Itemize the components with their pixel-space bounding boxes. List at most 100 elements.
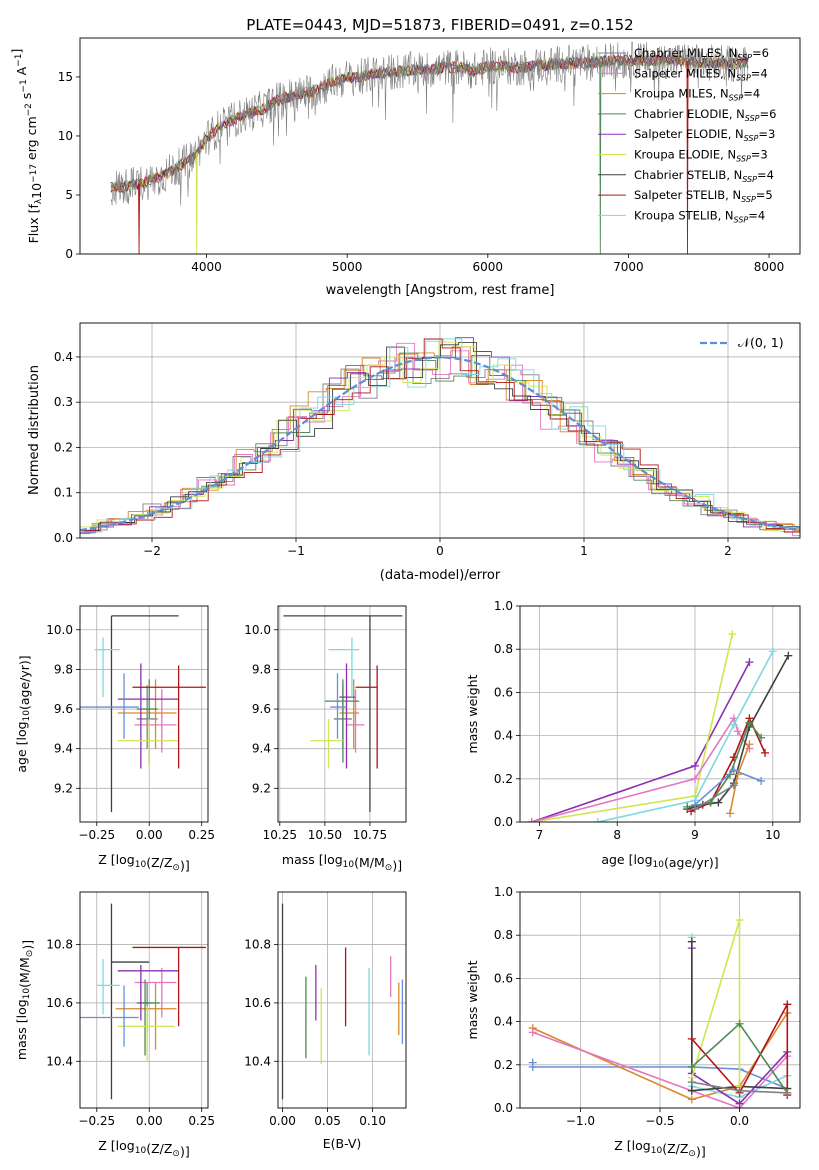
series-line-5 [531, 633, 734, 822]
data-point-marker [691, 774, 699, 783]
y-tick-label: 5 [65, 188, 73, 202]
data-point-marker [726, 809, 734, 818]
histogram-series-1 [80, 342, 800, 537]
legend-entry: 𝒩(0, 1) [738, 335, 784, 350]
y-tick-label: 0.6 [494, 971, 513, 985]
spectrum-spike [686, 60, 689, 254]
y-axis-label: mass weight [465, 960, 480, 1039]
plot-area [80, 903, 206, 1100]
x-axis-label: wavelength [Angstrom, rest frame] [326, 283, 555, 298]
panel-mass_vs_ebv: 0.00 0.05 0.10 10.4 10.6 10.8 E(B-V) [244, 891, 407, 1151]
x-tick-label: −0.25 [78, 1114, 115, 1128]
data-point-marker [728, 630, 737, 639]
y-axis-label: mass [log10(M/M⊙)] [14, 940, 35, 1060]
legend-entry: Salpeter MILES, NSSP=4 [634, 66, 768, 82]
x-tick-label: 0 [436, 544, 444, 558]
x-tick-label: 1 [580, 544, 588, 558]
data-point-marker [729, 766, 738, 775]
y-tick-label: 0.4 [494, 1015, 513, 1029]
data-point-marker [735, 916, 744, 925]
x-tick-label: 4000 [191, 260, 222, 274]
y-tick-label: 10.8 [244, 938, 271, 952]
y-tick-label: 9.6 [54, 702, 73, 716]
data-point-marker [687, 1062, 696, 1071]
y-tick-label: 9.8 [252, 662, 271, 676]
data-point-marker [687, 1078, 696, 1087]
x-tick-label: 7000 [613, 260, 644, 274]
x-tick-label: 0.25 [188, 1114, 215, 1128]
histogram-series-6 [80, 341, 800, 532]
data-point-marker [691, 761, 699, 770]
x-tick-label: −1.0 [566, 1114, 595, 1128]
legend-entry: Chabrier MILES, NSSP=6 [634, 46, 769, 62]
data-point-marker [745, 740, 754, 749]
series-line-1 [532, 1031, 788, 1108]
legend-entry: Kroupa STELIB, NSSP=4 [634, 208, 765, 224]
y-tick-label: 9.2 [252, 781, 271, 795]
data-point-marker [593, 818, 602, 822]
x-tick-label: 7 [536, 828, 544, 842]
y-axis-label: mass weight [465, 674, 480, 753]
data-point-marker [729, 781, 738, 790]
plot-area [80, 615, 206, 813]
axes-frame [277, 605, 407, 823]
data-point-marker [729, 720, 738, 729]
data-point-marker [783, 1000, 792, 1009]
plot-area [80, 337, 800, 537]
x-axis-label: mass [log10(M/M⊙)] [282, 852, 402, 873]
x-tick-label: −2 [143, 544, 161, 558]
axes-frame [79, 891, 209, 1109]
data-point-marker [735, 1019, 744, 1028]
y-tick-label: 10.4 [244, 1054, 271, 1068]
panel-age_vs_mass: 10.25 10.50 10.75 9.2 9.4 9.6 9.8 10.0 mass [log… [244, 605, 407, 873]
x-tick-label: 10.25 [263, 828, 297, 842]
x-tick-label: 0.00 [136, 828, 163, 842]
x-tick-label: 0.10 [359, 1114, 386, 1128]
histogram-series-2 [80, 346, 800, 532]
y-tick-label: 1.0 [494, 599, 513, 613]
y-tick-label: 0.0 [54, 531, 73, 545]
x-tick-label: 8000 [754, 260, 785, 274]
histogram-series-3 [80, 352, 800, 532]
spectrum-spike [599, 61, 602, 254]
y-tick-label: 9.4 [252, 742, 271, 756]
y-tick-label: 10.8 [46, 938, 73, 952]
plot-area [110, 41, 749, 254]
data-point-marker [757, 733, 766, 742]
data-point-marker [683, 802, 692, 811]
legend-entry: Chabrier ELODIE, NSSP=6 [634, 107, 776, 123]
x-tick-label: 0.25 [188, 828, 215, 842]
data-point-marker [768, 647, 777, 656]
y-tick-label: 0.6 [494, 685, 513, 699]
y-tick-label: 0.0 [494, 1101, 513, 1115]
x-tick-label: 5000 [332, 260, 363, 274]
y-tick-label: 0.2 [494, 772, 513, 786]
y-axis-label: Normed distribution [27, 365, 42, 495]
panel-spectrum: 4000 5000 6000 7000 8000 0 5 10 15 Chabrier MILES… [9, 37, 801, 298]
x-tick-label: 10.50 [308, 828, 342, 842]
y-tick-label: 10.0 [244, 623, 271, 637]
y-tick-label: 0.1 [54, 486, 73, 500]
data-point-marker [527, 818, 536, 822]
x-tick-label: −1 [287, 544, 305, 558]
y-tick-label: 15 [58, 70, 73, 84]
axes-frame [519, 891, 801, 1109]
y-axis-label: Flux [fλ10−17 erg cm−2 s−1 A−1] [9, 49, 44, 244]
y-tick-label: 10.0 [46, 623, 73, 637]
plot-area [528, 916, 792, 1108]
data-point-marker [735, 1099, 744, 1108]
legend-entry: Kroupa ELODIE, NSSP=3 [634, 148, 768, 164]
axes-frame [519, 605, 801, 823]
y-tick-label: 9.4 [54, 742, 73, 756]
legend: Chabrier MILES, NSSP=6 Salpeter MILES, NS… [598, 46, 776, 224]
data-point-marker [733, 727, 742, 736]
x-tick-label: 10.75 [353, 828, 387, 842]
y-tick-label: 0.2 [54, 440, 73, 454]
panel-mass_vs_Z: −0.25 0.00 0.25 10.4 10.6 10.8 Z [log10(Z/Z⊙)]… [14, 891, 215, 1159]
legend-entry: Chabrier STELIB, NSSP=4 [634, 168, 774, 184]
y-tick-label: 9.8 [54, 662, 73, 676]
axes-frame [277, 891, 407, 1109]
data-point-marker [528, 1062, 537, 1071]
y-tick-label: 0 [65, 247, 73, 261]
